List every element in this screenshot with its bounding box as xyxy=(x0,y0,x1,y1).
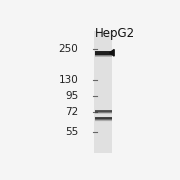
Text: 95: 95 xyxy=(65,91,78,102)
Bar xyxy=(95,52,112,56)
Text: 250: 250 xyxy=(58,44,78,54)
Bar xyxy=(95,110,112,112)
Bar xyxy=(95,110,112,112)
Text: HepG2: HepG2 xyxy=(94,27,135,40)
Bar xyxy=(95,111,112,113)
Bar xyxy=(95,52,112,55)
Bar xyxy=(95,51,112,55)
Bar xyxy=(95,117,112,120)
Bar xyxy=(95,51,112,55)
Bar xyxy=(95,118,112,121)
Bar xyxy=(95,111,112,113)
Bar xyxy=(95,112,112,114)
Bar xyxy=(95,51,112,55)
Bar xyxy=(95,117,112,120)
Text: 55: 55 xyxy=(65,127,78,138)
Bar xyxy=(95,111,112,114)
Bar xyxy=(95,53,112,57)
Bar xyxy=(95,118,112,121)
Bar xyxy=(95,53,112,57)
Text: 72: 72 xyxy=(65,107,78,117)
Bar xyxy=(95,110,112,113)
Bar xyxy=(95,118,112,120)
Bar xyxy=(95,112,112,114)
Text: 130: 130 xyxy=(58,75,78,85)
Bar xyxy=(95,116,112,119)
Polygon shape xyxy=(110,50,114,56)
Bar xyxy=(94,31,112,153)
Bar xyxy=(95,53,112,56)
Bar xyxy=(95,54,112,57)
Bar xyxy=(95,119,112,122)
Bar xyxy=(95,119,112,121)
Bar xyxy=(95,116,112,119)
Bar xyxy=(95,110,112,112)
